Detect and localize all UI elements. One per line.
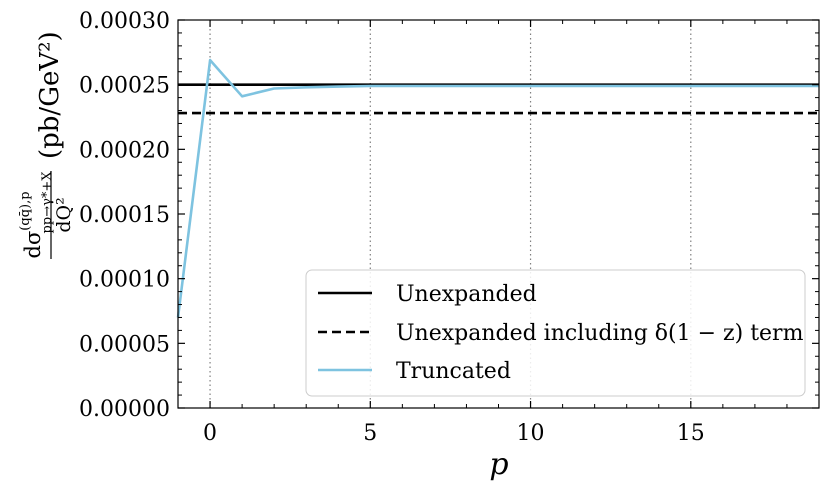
legend-label-truncated: Truncated — [396, 359, 511, 384]
legend-label-unexpanded-delta: Unexpanded including δ(1 − z) term — [396, 321, 804, 346]
x-tick-label-2: 10 — [517, 421, 545, 446]
svg-text:dσ(qq̄),ppp→γ*+X: dσ(qq̄),p pp→γ*+X — [18, 171, 55, 259]
y-tick-label-2: 0.00010 — [79, 268, 170, 293]
y-axis-label: dσ(qq̄),p pp→γ*+X dQ² (pb/GeV²) — [18, 31, 75, 259]
legend: Unexpanded Unexpanded including δ(1 − z)… — [305, 269, 806, 397]
y-label-superscript: (qq̄),p — [18, 191, 33, 230]
y-tick-label-1: 0.00005 — [79, 332, 170, 357]
series-layer — [176, 58, 819, 318]
ticks-layer: 0 5 10 15 0.00000 0.00005 0.00010 0.00015 0.0002… — [79, 9, 820, 446]
y-label-unit: (pb/GeV²) — [35, 31, 65, 159]
y-tick-label-4: 0.00020 — [79, 138, 170, 163]
y-tick-label-0: 0.00000 — [79, 397, 170, 422]
x-tick-label-1: 5 — [363, 421, 377, 446]
y-tick-label-5: 0.00025 — [79, 74, 170, 99]
y-label-numerator: dσ — [21, 231, 45, 259]
y-tick-label-3: 0.00015 — [79, 203, 170, 228]
grid-lines — [209, 20, 692, 408]
y-label-denominator: dQ² — [53, 197, 75, 232]
x-axis-label: p — [489, 447, 508, 482]
legend-label-unexpanded: Unexpanded — [396, 282, 537, 307]
x-tick-label-3: 15 — [677, 421, 705, 446]
y-tick-label-6: 0.00030 — [79, 9, 170, 34]
legend-box — [305, 269, 806, 397]
series-line-2 — [176, 58, 819, 318]
x-tick-label-0: 0 — [203, 421, 217, 446]
